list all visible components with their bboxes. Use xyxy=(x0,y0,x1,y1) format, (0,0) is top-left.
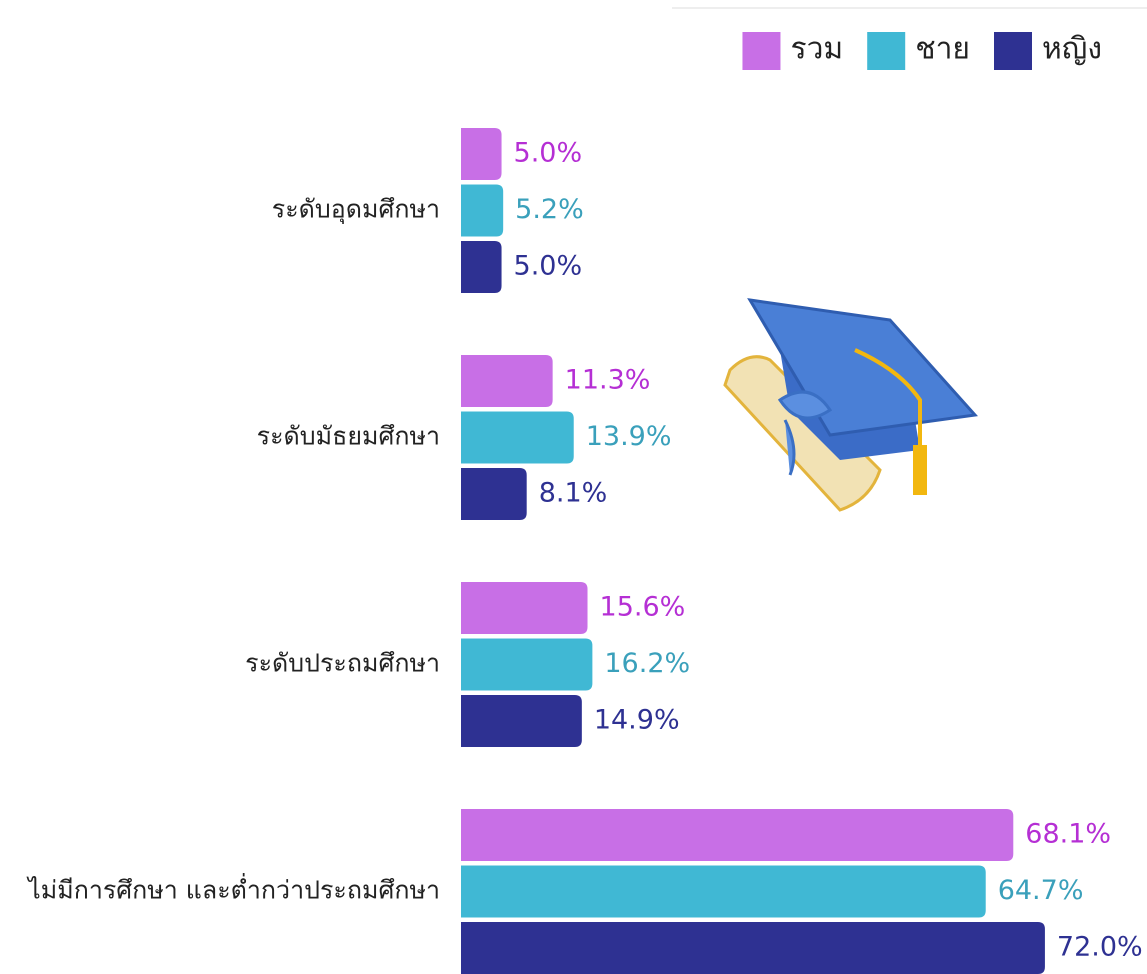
value-label: 5.0% xyxy=(514,251,583,282)
legend-label: รวม xyxy=(790,32,843,67)
bar xyxy=(461,241,502,293)
value-label: 16.2% xyxy=(604,648,690,679)
graduation-illustration xyxy=(725,300,975,510)
bar xyxy=(461,866,986,918)
category-label: ระดับอุดมศึกษา xyxy=(272,195,440,225)
bar xyxy=(461,922,1045,974)
bar xyxy=(461,128,502,180)
value-label: 11.3% xyxy=(565,365,651,396)
value-label: 15.6% xyxy=(600,592,686,623)
bar xyxy=(461,639,592,691)
legend-label: ชาย xyxy=(915,32,970,67)
chart: ระดับอุดมศึกษา 5.0% 5.2% 5.0% ระดับมัธยมศึกษ… xyxy=(0,0,1147,974)
bar xyxy=(461,468,527,520)
bar xyxy=(461,582,588,634)
legend-swatch xyxy=(994,32,1032,70)
value-label: 5.2% xyxy=(515,194,584,225)
value-label: 68.1% xyxy=(1025,819,1111,850)
value-label: 8.1% xyxy=(539,478,608,509)
legend-swatch xyxy=(742,32,780,70)
value-label: 5.0% xyxy=(514,138,583,169)
bar xyxy=(461,695,582,747)
value-label: 13.9% xyxy=(586,421,672,452)
bar xyxy=(461,412,574,464)
category-label: ไม่มีการศึกษา และต่ำกว่าประถมศึกษา xyxy=(26,873,440,905)
value-label: 14.9% xyxy=(594,705,680,736)
bar xyxy=(461,355,553,407)
bar xyxy=(461,809,1013,861)
legend-label: หญิง xyxy=(1042,32,1102,67)
legend-swatch xyxy=(867,32,905,70)
category-label: ระดับมัธยมศึกษา xyxy=(257,422,440,451)
bar xyxy=(461,185,503,237)
category-label: ระดับประถมศึกษา xyxy=(245,649,440,678)
value-label: 64.7% xyxy=(998,875,1084,906)
value-label: 72.0% xyxy=(1057,932,1143,963)
